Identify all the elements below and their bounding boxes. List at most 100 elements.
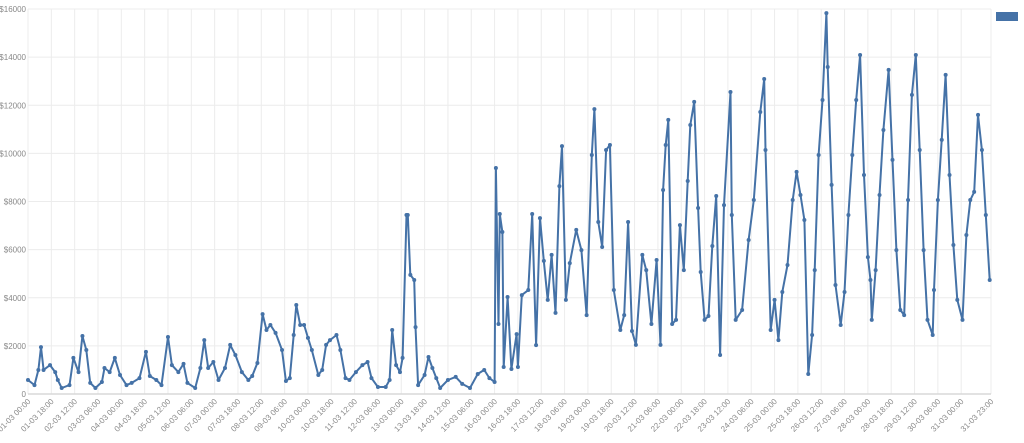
data-point[interactable]: [758, 109, 763, 114]
data-point[interactable]: [394, 363, 399, 368]
data-point[interactable]: [88, 380, 93, 385]
data-point[interactable]: [165, 334, 170, 339]
data-point[interactable]: [353, 370, 358, 375]
data-point[interactable]: [718, 353, 723, 358]
data-point[interactable]: [316, 372, 321, 377]
data-point[interactable]: [291, 333, 296, 338]
data-point[interactable]: [663, 142, 668, 147]
data-point[interactable]: [176, 370, 181, 375]
data-point[interactable]: [776, 338, 781, 343]
data-point[interactable]: [112, 355, 117, 360]
data-point[interactable]: [84, 347, 89, 352]
data-point[interactable]: [519, 293, 524, 298]
data-point[interactable]: [955, 297, 960, 302]
data-point[interactable]: [622, 313, 627, 318]
data-point[interactable]: [644, 268, 649, 273]
data-point[interactable]: [147, 373, 152, 378]
data-point[interactable]: [854, 97, 859, 102]
data-point[interactable]: [913, 52, 918, 57]
data-point[interactable]: [596, 219, 601, 224]
data-point[interactable]: [475, 372, 480, 377]
data-point[interactable]: [413, 325, 418, 330]
data-point[interactable]: [733, 317, 738, 322]
data-point[interactable]: [881, 128, 886, 133]
data-point[interactable]: [798, 193, 803, 198]
data-point[interactable]: [193, 385, 198, 390]
data-point[interactable]: [728, 90, 733, 95]
data-point[interactable]: [850, 153, 855, 158]
data-point[interactable]: [412, 277, 417, 282]
data-point[interactable]: [305, 335, 310, 340]
data-point[interactable]: [445, 378, 450, 383]
data-point[interactable]: [397, 370, 402, 375]
data-point[interactable]: [890, 157, 895, 162]
data-point[interactable]: [93, 385, 98, 390]
data-point[interactable]: [360, 363, 365, 368]
data-point[interactable]: [124, 383, 129, 388]
data-point[interactable]: [460, 381, 465, 386]
data-point[interactable]: [375, 385, 380, 390]
data-point[interactable]: [812, 268, 817, 273]
data-point[interactable]: [233, 353, 238, 358]
data-point[interactable]: [327, 338, 332, 343]
data-point[interactable]: [38, 345, 43, 350]
data-point[interactable]: [820, 97, 825, 102]
data-point[interactable]: [369, 376, 374, 381]
data-point[interactable]: [688, 122, 693, 127]
data-point[interactable]: [951, 243, 956, 248]
data-point[interactable]: [921, 248, 926, 253]
data-point[interactable]: [584, 313, 589, 318]
data-point[interactable]: [746, 238, 751, 242]
data-point[interactable]: [422, 372, 427, 377]
data-point[interactable]: [534, 343, 539, 348]
data-point[interactable]: [574, 227, 579, 232]
data-point[interactable]: [430, 366, 435, 371]
data-point[interactable]: [400, 355, 405, 360]
data-point[interactable]: [537, 216, 542, 221]
data-point[interactable]: [239, 370, 244, 375]
data-point[interactable]: [255, 360, 260, 365]
data-point[interactable]: [154, 378, 159, 383]
data-point[interactable]: [53, 370, 58, 375]
data-point[interactable]: [861, 173, 866, 178]
data-point[interactable]: [714, 193, 719, 198]
data-point[interactable]: [453, 374, 458, 379]
data-point[interactable]: [298, 322, 303, 327]
legend-swatch[interactable]: [996, 12, 1018, 21]
data-point[interactable]: [947, 173, 952, 178]
data-point[interactable]: [320, 367, 325, 372]
data-point[interactable]: [670, 321, 675, 326]
data-point[interactable]: [983, 212, 988, 217]
data-point[interactable]: [41, 367, 46, 372]
data-point[interactable]: [514, 332, 519, 337]
data-point[interactable]: [76, 370, 81, 375]
data-point[interactable]: [99, 379, 104, 384]
data-point[interactable]: [618, 327, 623, 332]
data-point[interactable]: [685, 179, 690, 184]
data-point[interactable]: [169, 363, 174, 368]
data-point[interactable]: [26, 378, 30, 383]
data-point[interactable]: [972, 189, 977, 194]
data-point[interactable]: [935, 198, 940, 203]
data-point[interactable]: [268, 322, 273, 327]
data-point[interactable]: [387, 378, 392, 383]
data-point[interactable]: [32, 383, 37, 388]
data-point[interactable]: [309, 347, 314, 352]
data-point[interactable]: [902, 313, 907, 318]
data-point[interactable]: [264, 327, 269, 332]
data-point[interactable]: [500, 230, 505, 235]
data-point[interactable]: [768, 327, 773, 332]
data-point[interactable]: [334, 333, 339, 338]
data-point[interactable]: [294, 302, 299, 307]
data-point[interactable]: [338, 347, 343, 352]
data-point[interactable]: [36, 367, 41, 372]
data-point[interactable]: [390, 327, 395, 332]
data-point[interactable]: [557, 184, 562, 189]
data-point[interactable]: [273, 330, 278, 335]
data-point[interactable]: [607, 142, 612, 147]
data-point[interactable]: [661, 187, 666, 192]
data-point[interactable]: [143, 349, 148, 354]
data-point[interactable]: [654, 257, 659, 262]
data-point[interactable]: [939, 137, 944, 142]
data-point[interactable]: [633, 342, 638, 347]
